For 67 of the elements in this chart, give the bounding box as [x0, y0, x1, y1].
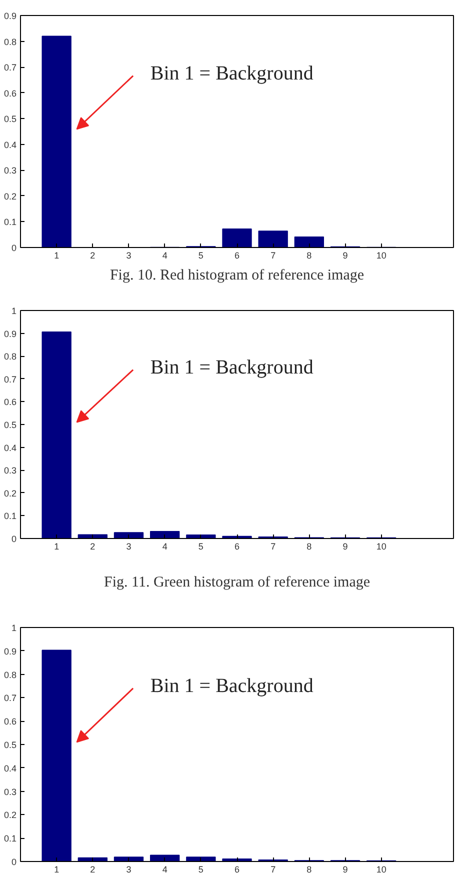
x-tick-label: 6 [234, 250, 240, 260]
x-tick-label: 7 [270, 250, 276, 260]
y-tick-label: 0.6 [4, 88, 17, 98]
x-tick-label: 6 [234, 542, 240, 552]
x-tick-label: 9 [342, 864, 348, 874]
x-tick-label: 7 [270, 864, 276, 874]
y-tick-label: 0.8 [4, 352, 17, 362]
x-tick-label: 5 [198, 864, 204, 874]
x-tick-label: 4 [162, 542, 168, 552]
y-tick-label: 0.3 [4, 166, 17, 176]
x-tick-label: 10 [376, 542, 386, 552]
y-tick-label: 0.2 [4, 191, 17, 202]
y-tick-label: 0.6 [4, 397, 17, 408]
y-tick-label: 0.5 [4, 114, 17, 124]
x-tick-label: 10 [376, 864, 386, 874]
y-tick-label: 0.9 [4, 646, 17, 656]
y-tick-label: 0.2 [4, 488, 17, 498]
y-tick-label: 1 [11, 306, 17, 316]
y-tick-label: 0.7 [4, 693, 17, 704]
x-tick-label: 1 [54, 542, 60, 552]
y-tick-label: 0.1 [4, 217, 17, 228]
x-tick-label: 8 [306, 864, 312, 874]
x-tick-label: 8 [306, 542, 312, 552]
x-tick-label: 1 [54, 250, 60, 260]
y-tick-label: 0.4 [4, 763, 17, 774]
y-tick-label: 0.1 [4, 834, 17, 844]
y-tick-label: 0.7 [4, 62, 17, 73]
y-tick-label: 0.3 [4, 466, 17, 476]
x-tick-label: 3 [126, 864, 132, 874]
x-tick-label: 10 [376, 250, 386, 260]
y-tick-label: 0.4 [4, 442, 17, 453]
x-tick-label: 8 [306, 250, 312, 260]
y-tick-label: 0.4 [4, 140, 17, 150]
x-tick-label: 2 [90, 864, 96, 874]
y-tick-label: 0.5 [4, 420, 17, 430]
x-tick-label: 5 [198, 542, 204, 552]
x-tick-label: 7 [270, 542, 276, 552]
text: Fig. 10. Red histogram of reference image [110, 268, 364, 284]
y-tick-label: 0.3 [4, 786, 17, 797]
y-tick-label: 0.7 [4, 374, 17, 384]
x-tick-label: 2 [90, 250, 96, 260]
x-tick-label: 4 [162, 250, 168, 260]
x-tick-label: 4 [162, 864, 168, 874]
x-tick-label: 5 [198, 250, 204, 260]
x-tick-label: 6 [234, 864, 240, 874]
text: Fig. 11. Green histogram of reference image [104, 574, 370, 590]
x-tick-label: 9 [342, 542, 348, 552]
x-tick-label: 1 [54, 864, 60, 874]
y-tick-label: 0.8 [4, 670, 17, 680]
annotation: Bin 1 = Background [150, 675, 314, 697]
annotation: Bin 1 = Background [150, 356, 314, 378]
x-tick-label: 9 [342, 250, 348, 260]
y-tick-label: 0.2 [4, 810, 17, 820]
x-tick-label: 3 [126, 542, 132, 552]
y-tick-label: 0 [11, 857, 17, 867]
annotation: Bin 1 = Background [150, 62, 314, 84]
y-tick-label: 0.9 [4, 11, 17, 21]
y-tick-label: 0.8 [4, 36, 17, 47]
x-tick-label: 3 [126, 250, 132, 260]
y-tick-label: 0.1 [4, 511, 17, 522]
y-tick-label: 0 [11, 243, 17, 253]
y-tick-label: 0.5 [4, 740, 17, 750]
y-tick-label: 0.6 [4, 716, 17, 727]
y-tick-label: 1 [11, 623, 17, 633]
x-tick-label: 2 [90, 542, 96, 552]
y-tick-label: 0 [11, 534, 17, 544]
y-tick-label: 0.9 [4, 328, 17, 339]
